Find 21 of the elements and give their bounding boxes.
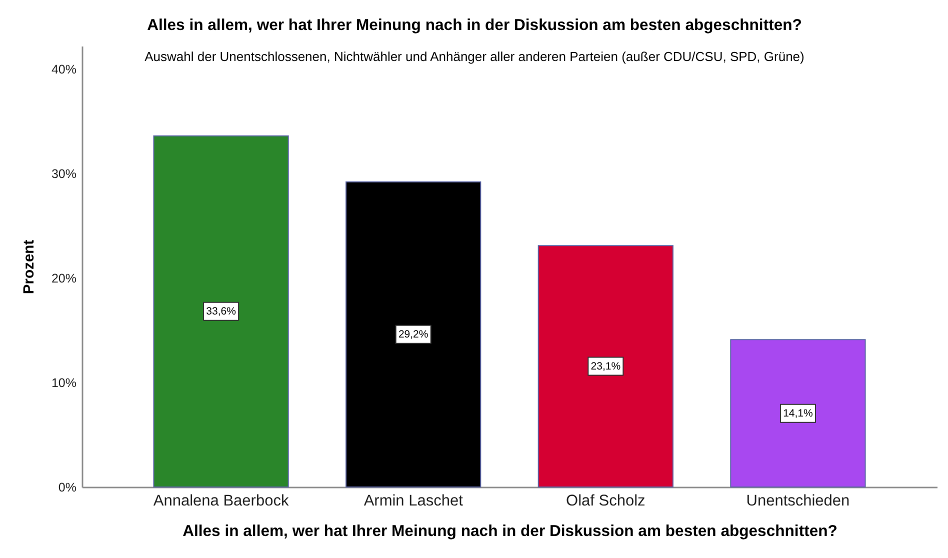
x-tick-label: Annalena Baerbock: [153, 492, 289, 510]
y-axis-title: Prozent: [21, 240, 38, 294]
x-tick-label: Unentschieden: [746, 492, 850, 510]
bar: [346, 181, 482, 488]
data-label: 33,6%: [206, 305, 236, 318]
data-label: 23,1%: [590, 360, 621, 372]
data-label: 14,1%: [783, 407, 813, 420]
bar: [153, 135, 289, 488]
y-tick-label: 10%: [51, 376, 76, 390]
chart-title: Alles in allem, wer hat Ihrer Meinung nach in der Diskussion am besten abgeschnitten?: [147, 17, 802, 34]
y-tick-label: 40%: [51, 62, 76, 76]
chart-subtitle: Auswahl der Unentschlossenen, Nichtwähler und Anhänger aller anderen Parteien (außer CDU/CSU, SPD, Grüne): [144, 49, 804, 64]
y-tick-label: 0%: [58, 480, 76, 494]
bar: [538, 245, 674, 488]
x-axis-title: Alles in allem, wer hat Ihrer Meinung nach in der Diskussion am besten abgeschnitten?: [182, 523, 838, 540]
x-tick-label: Armin Laschet: [364, 492, 464, 510]
y-tick-label: 30%: [51, 166, 76, 181]
x-tick-label: Olaf Scholz: [566, 492, 646, 510]
y-tick-label: 20%: [51, 271, 76, 286]
data-label: 29,2%: [398, 328, 428, 340]
bar: [730, 339, 866, 488]
